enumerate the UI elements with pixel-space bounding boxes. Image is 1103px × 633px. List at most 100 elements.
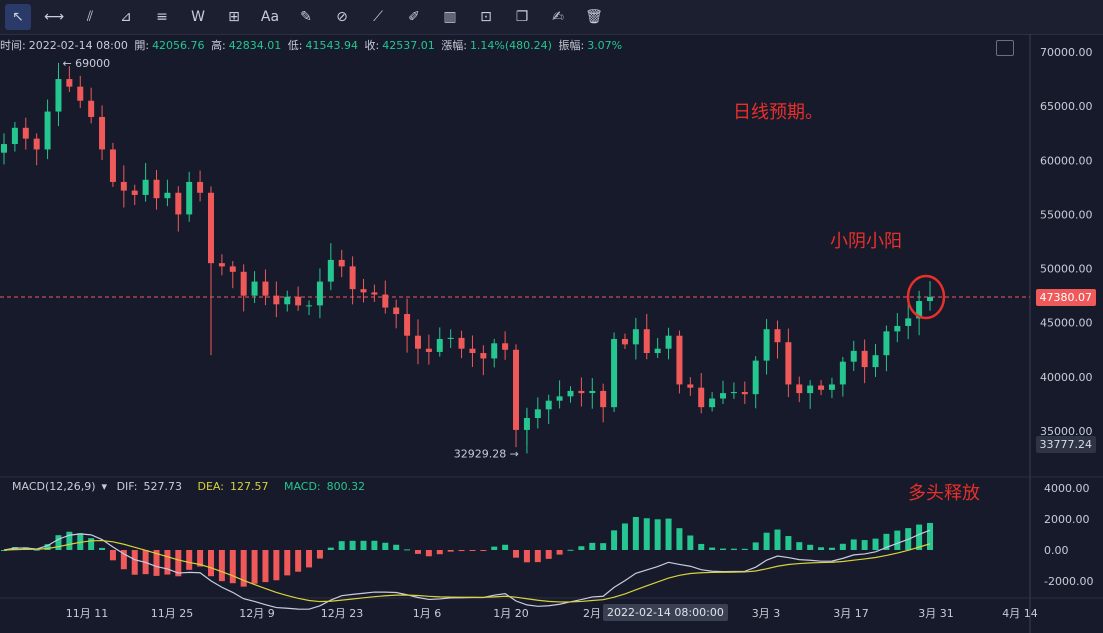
candle-body — [404, 314, 411, 336]
candle-body — [534, 409, 541, 419]
fib-lines-icon[interactable]: ≡ — [156, 9, 168, 25]
candle-body — [927, 296, 933, 302]
candle-icon[interactable]: ▥ — [443, 9, 457, 25]
time-tick-label: 2月 — [583, 607, 601, 620]
macd-bar — [894, 530, 901, 550]
macd-tick-label: -2000.00 — [1044, 575, 1093, 588]
wave-icon[interactable]: W — [191, 9, 205, 25]
macd-bar — [807, 544, 814, 550]
high-value: 42834.01 — [228, 39, 282, 52]
crosshair-box-icon[interactable]: ⊞ — [228, 9, 240, 25]
drawing-toolbar: ↖ ⟷ ⫽ ⊿ ≡ W ⊞ Aa ✎ ⊘ ⟋ ✐ ▥ ⊡ ❐ ✍ 🗑 — [0, 0, 1103, 35]
macd-bar — [338, 541, 345, 550]
candle-body — [654, 348, 661, 354]
macd-bar — [632, 516, 639, 550]
candle-body — [480, 353, 487, 359]
trash-icon[interactable]: 🗑 — [585, 9, 603, 25]
candle-body — [251, 281, 258, 296]
macd-bar — [556, 550, 563, 555]
macd-bar — [425, 550, 432, 557]
macd-title[interactable]: MACD(12,26,9) — [12, 480, 96, 493]
candle-body — [197, 181, 204, 193]
macd-bar — [872, 538, 879, 550]
price-axis: 70000.00 65000.00 60000.00 55000.00 50000.00… — [1040, 46, 1093, 438]
candle-body — [77, 86, 84, 101]
candle-body — [142, 179, 149, 195]
candle-body — [458, 337, 465, 349]
parallel-lines-icon[interactable]: ⫽ — [86, 9, 94, 25]
lock-icon[interactable]: ⊡ — [480, 9, 492, 25]
macd-legend: MACD(12,26,9) ▾ DIF: 527.73 DEA: 127.57 MAC… — [12, 480, 377, 493]
macd-bar — [240, 550, 247, 587]
macd-bar — [578, 546, 585, 550]
macd-bar — [131, 550, 138, 575]
macd-bar — [785, 536, 792, 550]
macd-histogram — [1, 516, 933, 587]
macd-bar — [175, 550, 182, 577]
macd-bar — [22, 547, 29, 550]
open-value: 42056.76 — [152, 39, 205, 52]
macd-bar — [55, 535, 62, 550]
macd-bar — [88, 538, 95, 550]
candle-body — [327, 259, 334, 282]
time-tick-label: 12月 23 — [321, 607, 364, 620]
candle-body — [469, 348, 476, 354]
copy-icon[interactable]: ❐ — [515, 9, 529, 25]
macd-bar — [741, 548, 748, 550]
macd-bar — [218, 550, 225, 582]
time-tick-label: 1月 20 — [493, 607, 529, 620]
close-value: 42537.01 — [382, 39, 435, 52]
chevron-down-icon[interactable]: ▾ — [101, 480, 108, 493]
macd-bar — [33, 549, 40, 551]
candle-body — [730, 392, 737, 394]
macd-bar — [480, 550, 487, 551]
dea-value: 127.57 — [229, 480, 269, 493]
macd-bar — [414, 550, 421, 554]
price-chart[interactable]: ← 69000 32929.28 → 70000.00 65000.00 60000.… — [0, 34, 1103, 633]
macd-bar — [77, 533, 84, 550]
expand-chart-icon[interactable] — [996, 40, 1014, 56]
eraser-pen-icon[interactable]: ✐ — [408, 9, 420, 25]
macd-bar — [371, 540, 378, 550]
price-tick-label: 40000.00 — [1040, 371, 1093, 384]
ruler-icon[interactable]: ⟋ — [373, 9, 383, 25]
macd-bar — [796, 542, 803, 550]
horizontal-line-icon[interactable]: ⟷ — [43, 9, 65, 25]
macd-bar — [927, 522, 933, 550]
candle-body — [207, 192, 214, 264]
macd-bar — [491, 546, 498, 550]
price-tick-label: 60000.00 — [1040, 154, 1093, 167]
text-tool-icon[interactable]: Aa — [260, 9, 280, 25]
macd-bar — [393, 544, 400, 550]
cursor-time-tag: 2022-02-14 08:00:00 — [603, 604, 728, 621]
price-tick-label: 55000.00 — [1040, 208, 1093, 221]
candle-body — [11, 127, 18, 145]
time-tick-label: 3月 17 — [833, 607, 869, 620]
cursor-icon[interactable]: ↖ — [5, 4, 31, 30]
angle-tool-icon[interactable]: ⊿ — [120, 9, 132, 25]
candle-body — [621, 338, 628, 345]
macd-bar — [621, 523, 628, 550]
candle-body — [1, 144, 7, 153]
dif-label: DIF: 527.73 — [117, 480, 188, 493]
candle-body — [676, 335, 683, 385]
time-tick-label: 11月 25 — [151, 607, 194, 620]
candle-body — [545, 400, 552, 410]
candle-body — [109, 149, 116, 182]
price-tick-label: 45000.00 — [1040, 317, 1093, 330]
macd-bar — [589, 542, 596, 550]
macd-bar — [382, 542, 389, 550]
current-price-tag: 47380.07 — [1035, 289, 1096, 306]
candle-body — [88, 100, 95, 117]
candle-body — [371, 292, 378, 295]
brush-icon[interactable]: ✎ — [300, 9, 312, 25]
macd-bar — [600, 543, 607, 550]
macd-bar — [709, 547, 716, 550]
magnet-icon[interactable]: ⊘ — [336, 9, 348, 25]
edit-icon[interactable]: ✍ — [552, 9, 564, 25]
amp-value: 3.07% — [587, 39, 623, 52]
macd-bar — [186, 550, 193, 570]
price-tick-label: 65000.00 — [1040, 100, 1093, 113]
time-tick-label: 4月 14 — [1002, 607, 1038, 620]
high-label: 高: — [211, 39, 226, 52]
